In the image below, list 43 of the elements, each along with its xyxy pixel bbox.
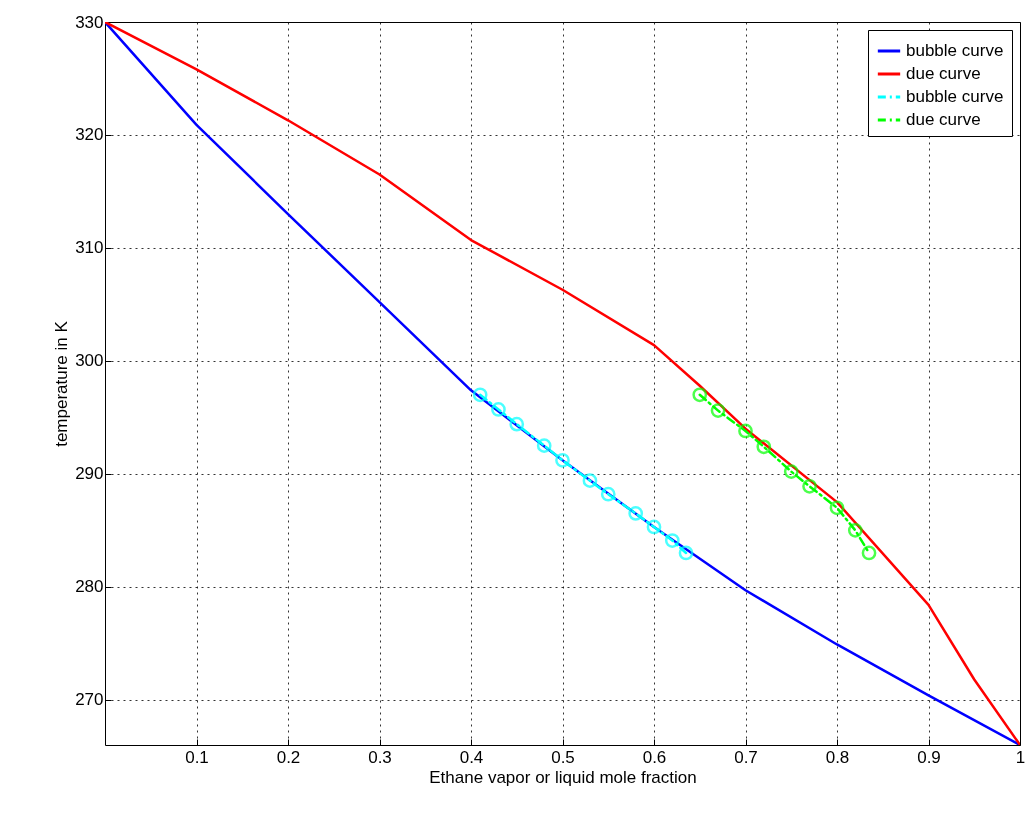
x-tick-label: 0.6 (642, 747, 667, 767)
point (756, 439, 772, 455)
point (847, 523, 863, 538)
point (664, 533, 680, 548)
point (829, 500, 845, 516)
y-tick-label: 320 (75, 125, 104, 145)
y-tick-label: 290 (75, 464, 104, 484)
legend-label: bubble curve (906, 41, 1004, 60)
x-tick-label: 1 (1015, 747, 1026, 767)
x-tick-label: 0.8 (825, 747, 850, 767)
point (861, 545, 877, 561)
point (628, 506, 644, 521)
point (802, 478, 817, 494)
point (582, 473, 598, 489)
point (509, 416, 525, 432)
legend-label: due curve (906, 110, 981, 129)
y-tick-label: 300 (75, 351, 104, 371)
x-tick-label: 0.5 (551, 747, 575, 767)
point (555, 452, 570, 468)
point (600, 486, 616, 502)
x-tick-label: 0.4 (459, 747, 484, 767)
x-tick-label: 0.2 (276, 747, 301, 767)
y-tick-label: 330 (75, 12, 104, 32)
y-tick-label: 270 (75, 690, 104, 710)
legend-label: bubble curve (906, 87, 1004, 106)
legend-label: due curve (906, 64, 981, 83)
point (491, 402, 506, 417)
point (472, 387, 488, 403)
x-axis-title: Ethane vapor or liquid mole fraction (429, 767, 697, 787)
y-tick-label: 280 (75, 577, 104, 597)
point (678, 545, 694, 561)
x-tick-label: 0.7 (734, 747, 758, 767)
point (646, 519, 662, 535)
x-tick-label: 0.3 (368, 747, 392, 767)
x-tick-label: 0.9 (917, 747, 941, 767)
point (783, 464, 799, 479)
point (692, 387, 708, 403)
y-tick-label: 310 (75, 238, 104, 258)
y-axis-title: temperature in K (52, 320, 72, 447)
point (536, 438, 552, 453)
x-tick-label: 0.1 (185, 747, 209, 767)
point (738, 423, 753, 439)
point (710, 403, 726, 418)
